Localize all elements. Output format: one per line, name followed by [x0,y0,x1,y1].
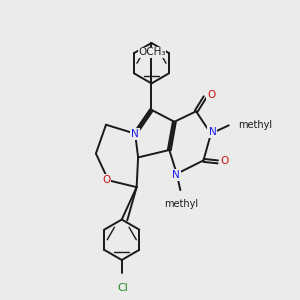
Text: N: N [172,170,180,180]
Text: methyl: methyl [164,199,198,209]
Text: O: O [102,175,110,185]
Text: O: O [220,156,228,166]
Text: N: N [208,127,216,137]
Text: O: O [207,90,216,100]
Text: methyl: methyl [238,120,272,130]
Text: N: N [131,129,139,139]
Text: Cl: Cl [117,283,128,293]
Text: OCH₃: OCH₃ [138,47,166,57]
